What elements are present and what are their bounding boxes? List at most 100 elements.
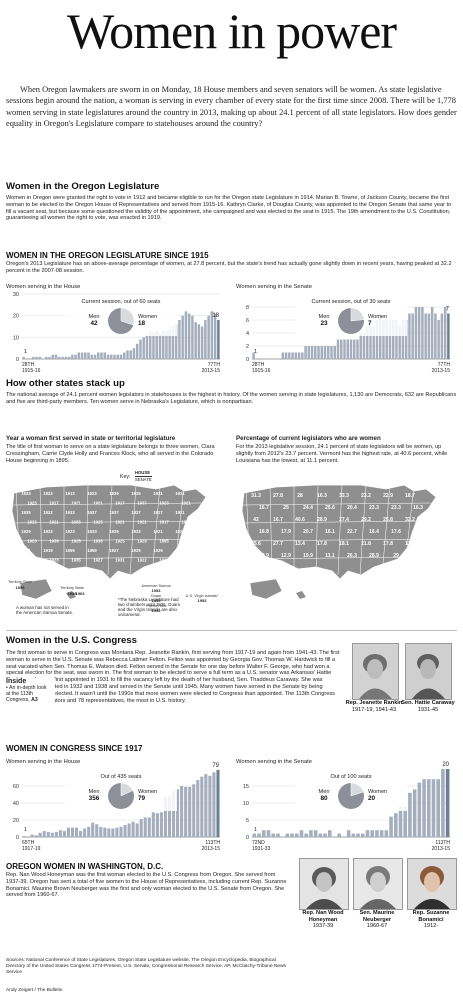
bar bbox=[398, 326, 401, 359]
intro-paragraph: When Oregon lawmakers are sworn in on Mo… bbox=[6, 85, 457, 129]
state-label: 1919 bbox=[181, 520, 191, 525]
portrait-honeyman-image bbox=[300, 859, 348, 909]
inset-year: 1953 bbox=[198, 598, 208, 603]
state-border bbox=[151, 484, 161, 576]
bar bbox=[337, 833, 342, 837]
portrait-neuberger-image bbox=[354, 859, 402, 909]
credit-text: Andy Zeigert / The Bulletin bbox=[6, 988, 63, 993]
state-label: 27.4 bbox=[339, 517, 349, 523]
map1-key-senate: SENATE bbox=[134, 477, 152, 483]
bar bbox=[93, 354, 97, 359]
bar bbox=[422, 779, 426, 837]
bar bbox=[135, 343, 139, 359]
state-label: 1937 bbox=[137, 501, 147, 506]
bar bbox=[90, 354, 94, 359]
bar bbox=[22, 836, 26, 837]
bar bbox=[38, 832, 42, 837]
x-end-years: 2013-15 bbox=[202, 846, 221, 852]
y-tick-label: 10 bbox=[243, 801, 249, 807]
caption-bonamici-years: 1912- bbox=[423, 923, 439, 930]
chart-title: Women serving in the Senate bbox=[236, 284, 312, 290]
bar bbox=[126, 350, 129, 359]
bar bbox=[212, 772, 216, 837]
bar bbox=[411, 313, 414, 359]
state-label: 32.2 bbox=[405, 517, 415, 523]
pie-slice-women bbox=[120, 782, 134, 797]
bar bbox=[152, 333, 155, 359]
bar bbox=[365, 326, 369, 359]
state-label: 11.1 bbox=[325, 553, 335, 559]
bar bbox=[437, 320, 440, 359]
state-label: 19.9 bbox=[303, 553, 313, 559]
bar bbox=[340, 339, 343, 359]
bar bbox=[115, 827, 119, 837]
portrait-caraway bbox=[405, 643, 452, 700]
bar bbox=[107, 828, 111, 837]
pie-women-label: Women bbox=[368, 314, 387, 320]
bar bbox=[417, 782, 422, 837]
bar bbox=[294, 833, 299, 837]
bar bbox=[79, 831, 83, 837]
bar bbox=[318, 833, 323, 837]
bar bbox=[424, 313, 427, 359]
bar bbox=[119, 354, 123, 359]
bar bbox=[320, 346, 324, 359]
pie-caption: Out of 435 seats bbox=[100, 774, 141, 780]
pie-men-value: 23 bbox=[320, 320, 328, 327]
bar bbox=[22, 356, 25, 359]
first-value-label: 1 bbox=[24, 827, 27, 833]
state-label: 1929 bbox=[159, 558, 169, 563]
state-border bbox=[403, 484, 415, 576]
x-start-years: 1915-16 bbox=[252, 368, 271, 374]
bar bbox=[362, 333, 366, 359]
state-border bbox=[11, 538, 202, 542]
bar bbox=[304, 346, 307, 359]
bar bbox=[139, 819, 143, 837]
bar bbox=[297, 352, 301, 359]
state-label: 28 bbox=[297, 493, 303, 499]
bar bbox=[395, 320, 398, 359]
bar bbox=[304, 833, 309, 837]
inset-year: 1953 bbox=[152, 588, 162, 593]
chart-title: Women serving in the House bbox=[6, 284, 80, 290]
map1-heading: Year a woman first served in state or te… bbox=[6, 435, 176, 442]
x-end-label: 113TH bbox=[435, 840, 450, 846]
bar bbox=[213, 313, 217, 359]
state-label: 1933 bbox=[71, 520, 81, 525]
x-end-years: 2013-15 bbox=[432, 846, 451, 852]
bar bbox=[261, 830, 266, 837]
bar bbox=[310, 346, 314, 359]
state-label: 1921 bbox=[93, 501, 103, 506]
x-end-label: 113TH bbox=[205, 840, 220, 846]
bar bbox=[54, 354, 58, 359]
hawaii-shape bbox=[66, 591, 76, 599]
pie-caption: Current session, out of 30 seats bbox=[312, 299, 391, 305]
pie-women-label: Women bbox=[368, 789, 387, 795]
bar bbox=[143, 817, 147, 837]
state-border bbox=[39, 484, 43, 576]
state-label: 1895 bbox=[159, 539, 169, 544]
caption-bonamici: Rep. Suzanne Bonamici 1912- bbox=[404, 910, 458, 930]
bar bbox=[317, 346, 320, 359]
bar bbox=[87, 826, 91, 837]
bar bbox=[403, 806, 408, 837]
state-border bbox=[129, 484, 137, 576]
bar bbox=[360, 833, 365, 837]
map1-text: The title of first woman to serve on a s… bbox=[6, 444, 215, 464]
bar bbox=[84, 352, 87, 359]
caption-caraway-years: 1931-45 bbox=[417, 706, 439, 713]
state-label: 16.4 bbox=[369, 529, 379, 535]
last-value-label: 7 bbox=[446, 307, 450, 313]
state-label: 18.7 bbox=[405, 493, 415, 499]
state-label: 1923 bbox=[27, 539, 37, 544]
bar bbox=[100, 352, 103, 359]
bar bbox=[217, 320, 220, 359]
bar bbox=[414, 307, 418, 359]
inside-callout[interactable]: Inside • An in-depth look at the 113th C… bbox=[6, 678, 55, 704]
bar bbox=[216, 769, 220, 837]
bar bbox=[200, 776, 204, 837]
bar bbox=[388, 320, 392, 359]
state-label: 29 bbox=[393, 553, 399, 559]
first-value-label: 1 bbox=[254, 827, 257, 833]
bar bbox=[80, 352, 84, 359]
